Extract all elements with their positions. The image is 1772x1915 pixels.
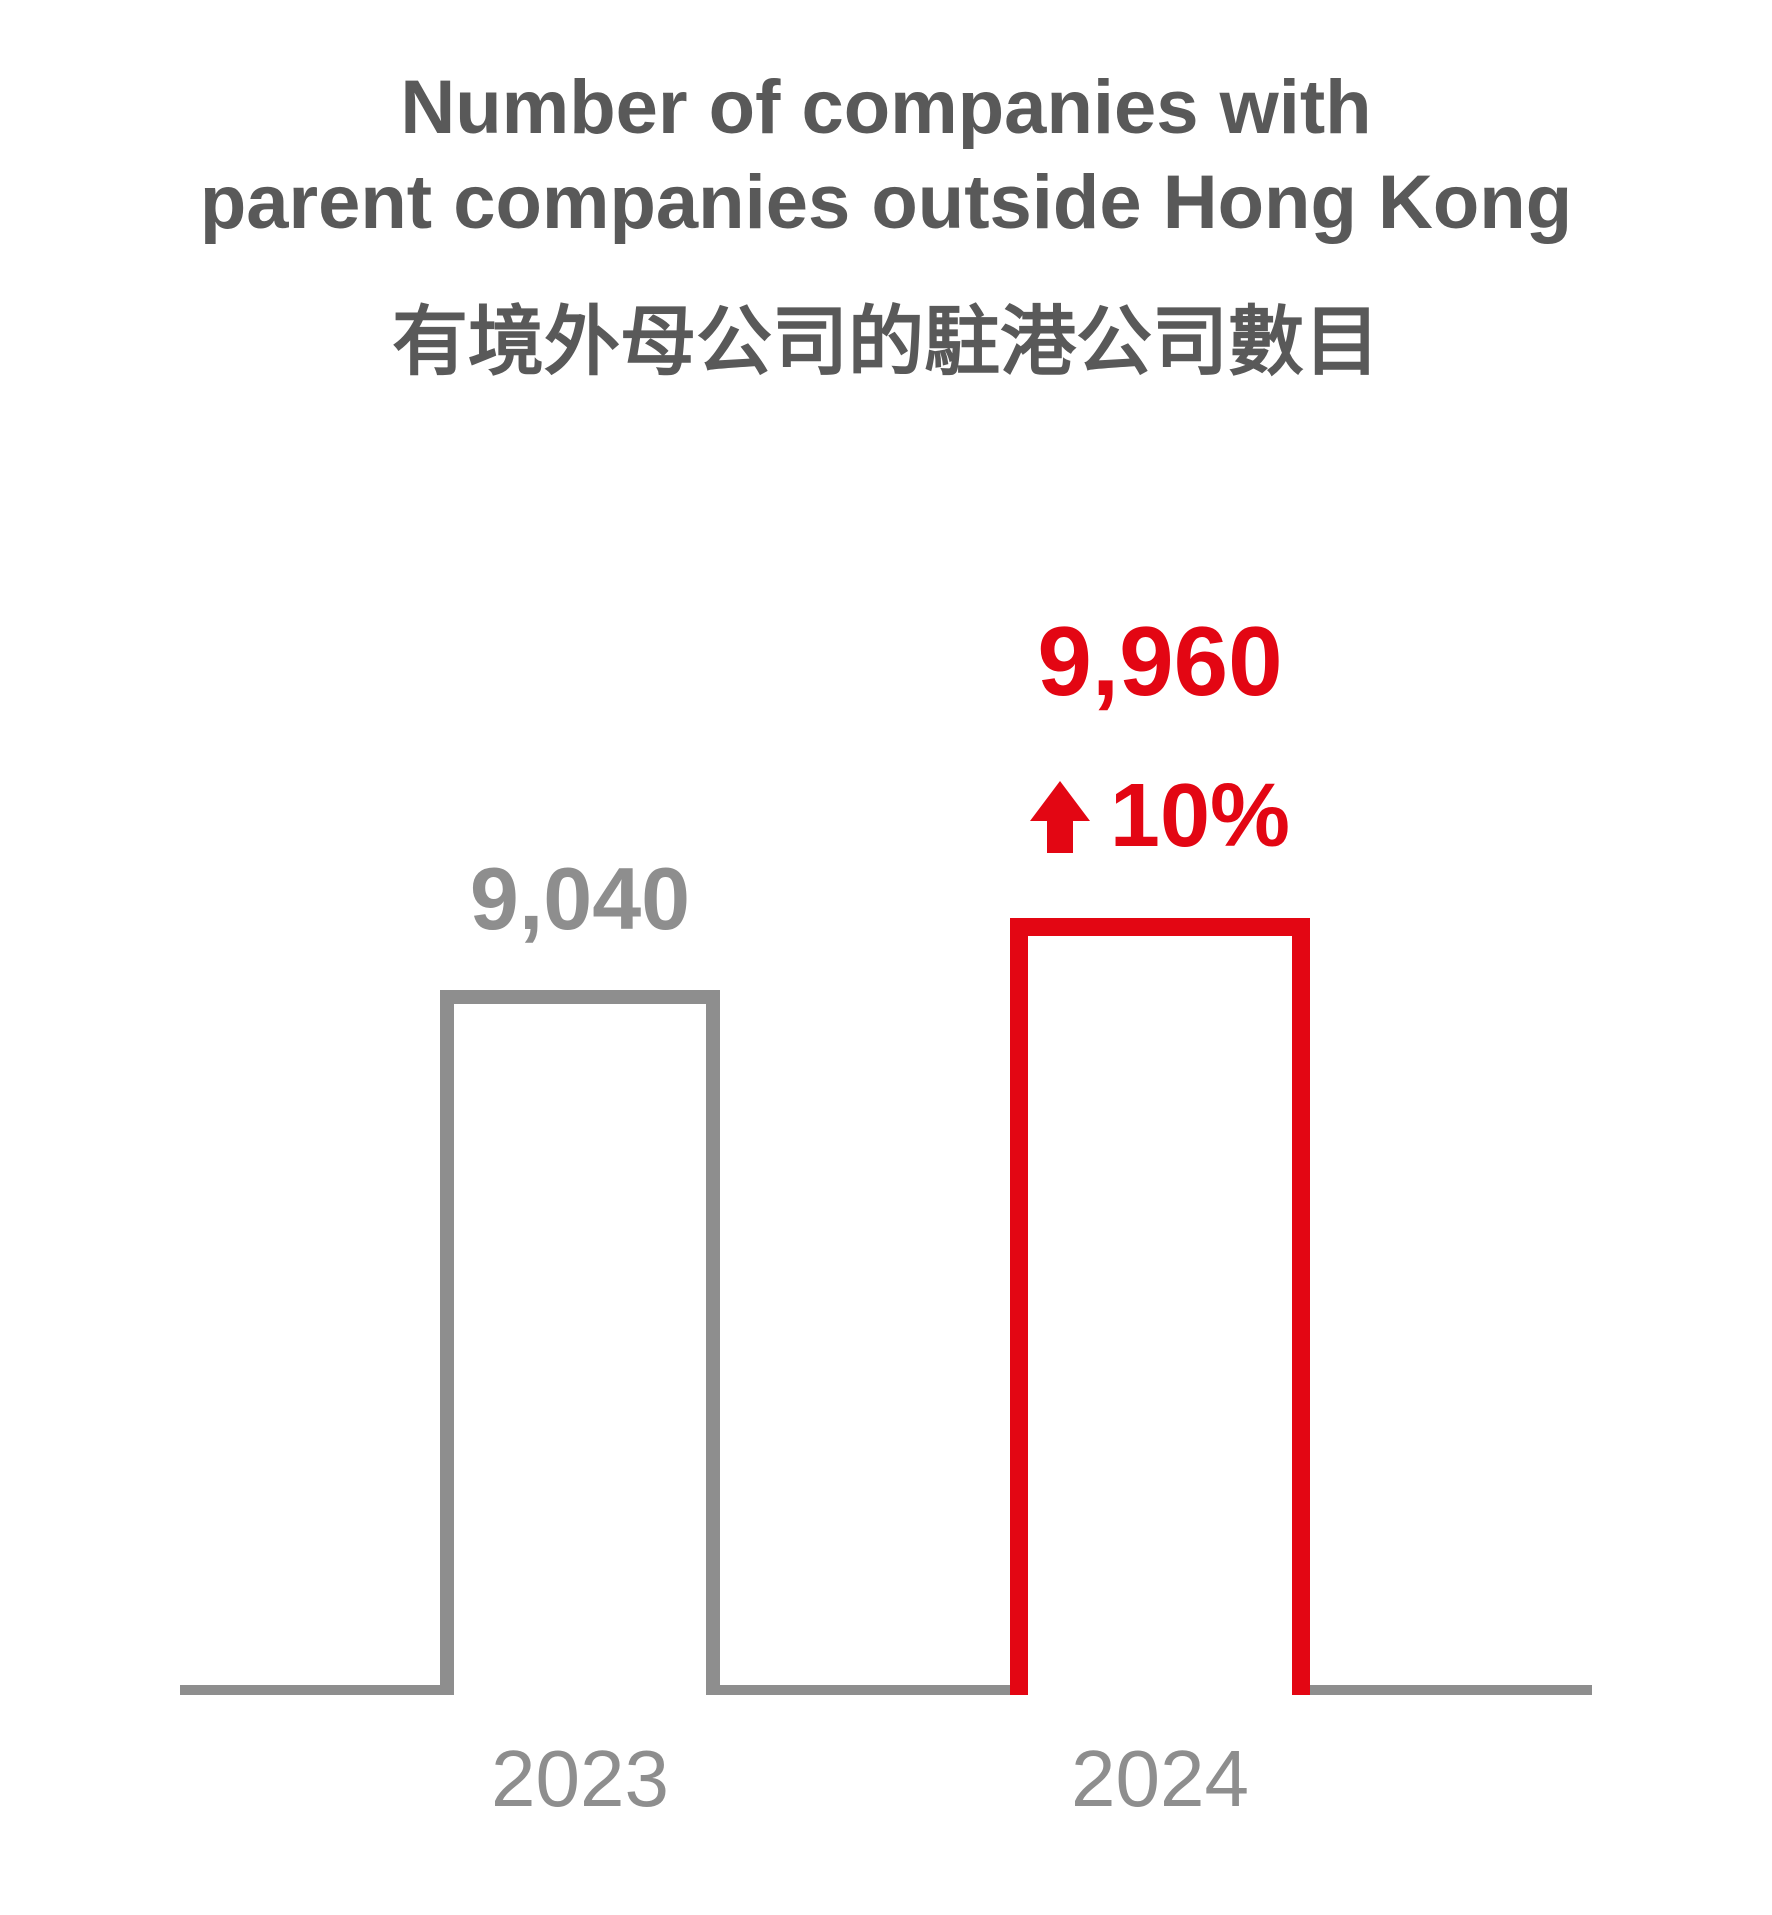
title-en-line1: Number of companies with bbox=[0, 60, 1772, 155]
chart-title: Number of companies with parent companie… bbox=[0, 60, 1772, 390]
bar-value-2023: 9,040 bbox=[360, 848, 800, 950]
title-en-line2: parent companies outside Hong Kong bbox=[0, 155, 1772, 250]
bar-2024 bbox=[1010, 918, 1310, 1695]
title-zh: 有境外母公司的駐港公司數目 bbox=[0, 280, 1772, 390]
arrow-up-icon bbox=[1030, 781, 1090, 853]
x-label-2024: 2024 bbox=[950, 1733, 1370, 1825]
x-label-2023: 2023 bbox=[380, 1733, 780, 1825]
bar-delta-2024: 10% bbox=[930, 765, 1390, 868]
bar-value-2024: 9,960 bbox=[930, 605, 1390, 718]
delta-percent-label: 10% bbox=[1110, 765, 1290, 868]
bar-2023 bbox=[440, 990, 720, 1695]
bar-chart: 9,04020239,96010%2024 bbox=[180, 640, 1592, 1825]
x-axis-baseline bbox=[180, 1685, 1592, 1695]
